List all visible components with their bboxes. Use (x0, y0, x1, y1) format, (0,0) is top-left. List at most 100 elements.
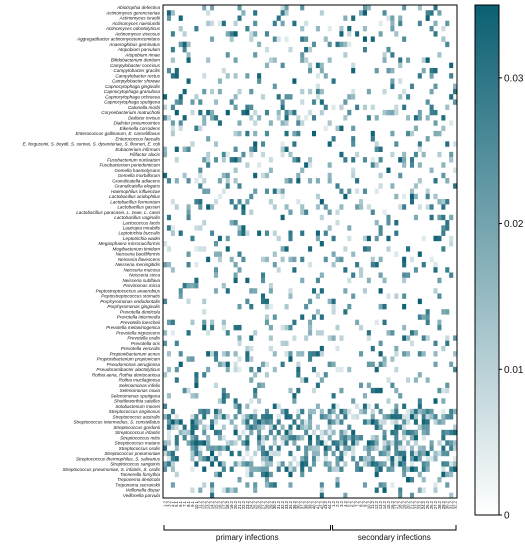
heatmap-cell (194, 277, 199, 284)
heatmap-cell (206, 109, 211, 116)
heatmap-cell (300, 204, 305, 210)
heatmap-cell (233, 461, 238, 467)
heatmap-cell (374, 466, 379, 472)
heatmap-cell (253, 188, 258, 194)
heatmap-cell (296, 414, 301, 420)
heatmap-cell (186, 78, 191, 84)
heatmap-cell (210, 492, 215, 499)
heatmap-cell (170, 31, 175, 37)
heatmap-cell (402, 351, 407, 357)
heatmap-cell (402, 450, 407, 457)
heatmap-cell (378, 20, 383, 27)
row-label: Lactobacillus fermentum (110, 199, 160, 204)
colorbar-tick-label: 0.02 (504, 219, 524, 230)
heatmap-cell (170, 225, 175, 231)
heatmap-cell (355, 440, 360, 446)
heatmap-cell (413, 466, 418, 472)
heatmap-cell (355, 435, 360, 441)
heatmap-cell (351, 157, 356, 163)
heatmap-cell (433, 5, 438, 11)
heatmap-cell (311, 99, 317, 105)
heatmap-cell (421, 429, 426, 436)
heatmap-cell (190, 319, 195, 326)
row-label: Streptococcus pneumoniae, S. infantis, S… (62, 467, 160, 472)
heatmap-cell (425, 414, 430, 420)
heatmap-cell (163, 466, 168, 472)
heatmap-cell (276, 461, 281, 467)
heatmap-cell (394, 419, 399, 425)
heatmap-cell (268, 324, 273, 331)
heatmap-cell (398, 424, 403, 430)
heatmap-cell (378, 482, 383, 488)
column-label: 18.2 (398, 500, 403, 509)
heatmap-cell (311, 115, 317, 121)
heatmap-cell (390, 330, 395, 336)
heatmap-cell (386, 450, 391, 457)
heatmap-cell (445, 267, 450, 273)
heatmap-cell (343, 492, 348, 499)
heatmap-cell (174, 157, 179, 163)
heatmap-cell (225, 73, 230, 79)
heatmap-cell (229, 466, 234, 472)
heatmap-cell (453, 99, 458, 105)
heatmap-cell (213, 414, 219, 420)
row-label: Eubacterium infirmum (115, 147, 160, 152)
heatmap-cell (300, 471, 305, 478)
heatmap-cell (370, 136, 375, 142)
heatmap-cell (327, 298, 332, 305)
heatmap-cell (449, 466, 454, 472)
heatmap-cell (331, 335, 336, 341)
heatmap-cell (221, 282, 226, 289)
heatmap-cell (339, 25, 344, 32)
heatmap-cell (237, 157, 242, 163)
heatmap-cell (386, 445, 391, 451)
heatmap-cell (308, 62, 313, 69)
heatmap-cell (190, 356, 195, 362)
heatmap-cell (327, 445, 332, 451)
heatmap-cell (409, 130, 415, 137)
heatmap-cell (268, 345, 273, 352)
heatmap-cell (335, 456, 340, 462)
heatmap-cell (163, 414, 168, 420)
heatmap-cell (253, 419, 258, 425)
row-label: Actinomyces gerencseriae (105, 10, 160, 15)
heatmap-cell (441, 419, 446, 425)
heatmap-cell (343, 309, 348, 315)
heatmap-cell (366, 5, 371, 11)
heatmap-cell (186, 356, 191, 362)
heatmap-cell (378, 419, 383, 425)
heatmap-cell (300, 466, 305, 472)
heatmap-cell (398, 393, 403, 399)
column-label: 6.2 (351, 500, 356, 506)
heatmap-cell (343, 157, 348, 163)
heatmap-cell (425, 377, 430, 383)
heatmap-cell (198, 419, 203, 425)
heatmap-cell (390, 456, 395, 462)
heatmap-cell (441, 214, 446, 221)
heatmap-cell (292, 398, 297, 404)
heatmap-cell (210, 461, 215, 467)
column-label: 20.2 (233, 500, 238, 509)
heatmap-cell (233, 414, 238, 420)
heatmap-cell (237, 303, 242, 310)
heatmap-cell (433, 487, 438, 493)
heatmap-cell (170, 424, 175, 430)
colorbar-gradient (474, 4, 500, 516)
heatmap-cell (390, 109, 395, 116)
heatmap-cell (292, 456, 297, 462)
heatmap-cell (398, 94, 403, 100)
heatmap-cell (347, 445, 352, 451)
heatmap-cell (174, 471, 179, 478)
heatmap-cell (323, 204, 328, 210)
heatmap-cell (190, 440, 195, 446)
row-label: Neisseria flavescens (118, 257, 161, 262)
heatmap-cell (311, 41, 317, 48)
heatmap-cell (221, 435, 226, 441)
heatmap-cell (210, 5, 215, 11)
heatmap-cell (315, 424, 320, 430)
heatmap-cell (429, 445, 434, 451)
heatmap-cell (221, 20, 226, 27)
heatmap-cell (237, 477, 242, 483)
heatmap-cell (221, 172, 226, 179)
heatmap-cell (366, 204, 371, 210)
